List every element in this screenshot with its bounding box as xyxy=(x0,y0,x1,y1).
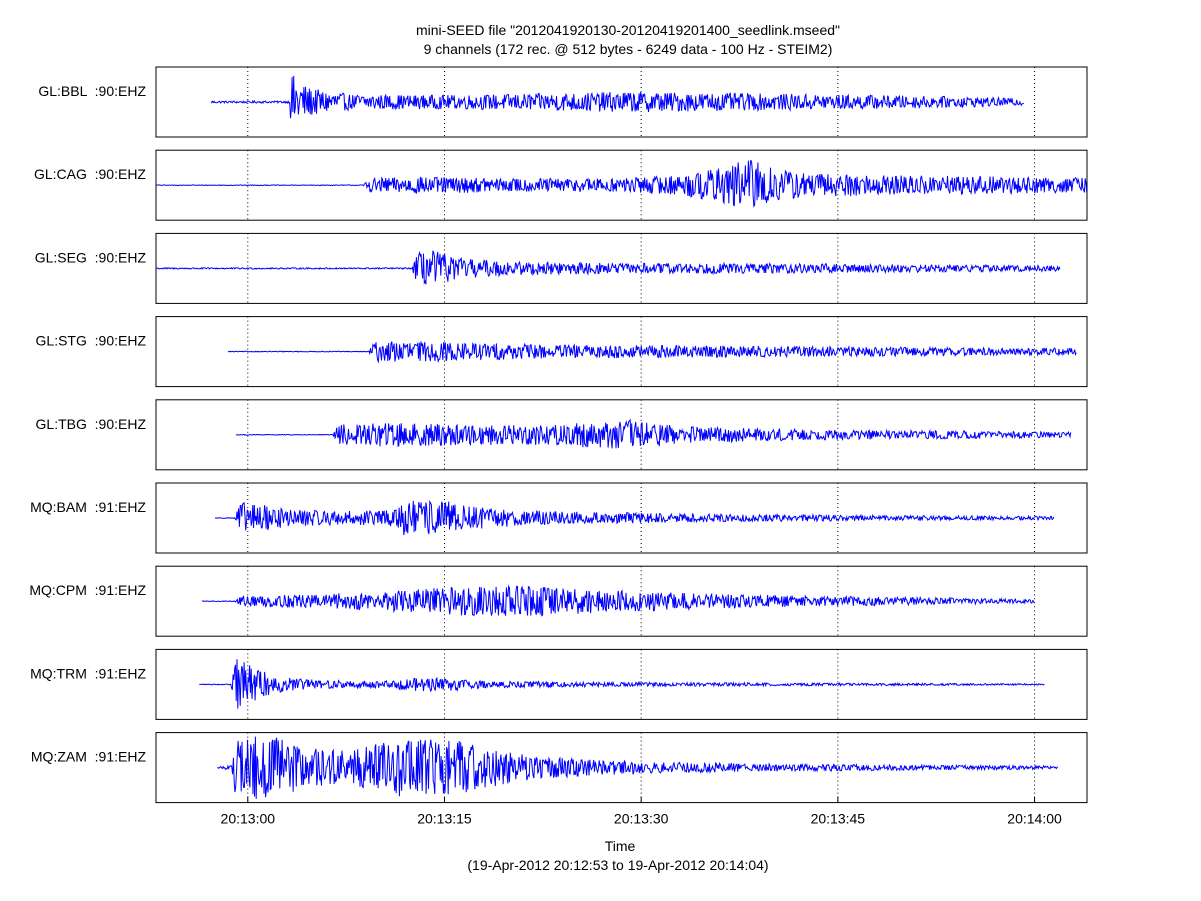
channel-label: MQ:TRM :91:EHZ xyxy=(30,665,146,681)
channel-label: GL:SEG :90:EHZ xyxy=(35,249,147,265)
waveform-trace xyxy=(155,159,1088,208)
waveform-trace xyxy=(199,659,1045,709)
channel-label: GL:STG :90:EHZ xyxy=(36,333,147,349)
channel-panel: MQ:TRM :91:EHZ xyxy=(30,648,1088,720)
channel-panel: GL:TBG :90:EHZ xyxy=(36,399,1088,471)
channel-panel: MQ:BAM :91:EHZ xyxy=(30,482,1088,554)
waveform-trace xyxy=(210,75,1025,119)
x-axis-time-range: (19-Apr-2012 20:12:53 to 19-Apr-2012 20:… xyxy=(467,857,768,873)
channel-panel: MQ:ZAM :91:EHZ xyxy=(31,732,1088,804)
channel-panels: GL:BBL :90:EHZ GL:CAG :90:EHZ GL:SEG :90:E… xyxy=(29,66,1088,804)
channel-label: MQ:BAM :91:EHZ xyxy=(30,499,146,515)
waveform-trace xyxy=(156,250,1061,285)
x-tick-label: 20:13:00 xyxy=(221,811,276,827)
x-tick-label: 20:13:45 xyxy=(811,811,866,827)
channel-label: GL:BBL :90:EHZ xyxy=(38,83,146,99)
chart-subtitle: 9 channels (172 rec. @ 512 bytes - 6249 … xyxy=(424,41,833,57)
x-axis-label: Time xyxy=(605,838,636,854)
channel-panel: GL:SEG :90:EHZ xyxy=(35,232,1088,304)
channel-panel: GL:BBL :90:EHZ xyxy=(38,66,1088,138)
channel-label: MQ:CPM :91:EHZ xyxy=(29,582,146,598)
channel-label: GL:CAG :90:EHZ xyxy=(34,166,146,182)
chart-title: mini-SEED file "2012041920130-2012041920… xyxy=(416,22,840,38)
x-tick-label: 20:14:00 xyxy=(1007,811,1062,827)
x-axis-ticks: 20:13:00 20:13:15 20:13:30 20:13:45 20:14:00 xyxy=(221,796,1062,827)
channel-label: MQ:ZAM :91:EHZ xyxy=(31,749,147,765)
channel-panel: GL:STG :90:EHZ xyxy=(36,316,1088,388)
waveform-trace xyxy=(227,341,1077,364)
channel-label: GL:TBG :90:EHZ xyxy=(36,416,147,432)
waveform-trace xyxy=(235,418,1072,449)
channel-panel: MQ:CPM :91:EHZ xyxy=(29,565,1088,637)
waveform-trace xyxy=(201,584,1035,617)
x-tick-label: 20:13:15 xyxy=(417,811,472,827)
waveform-trace xyxy=(217,736,1059,799)
channel-panel: GL:CAG :90:EHZ xyxy=(34,149,1088,221)
x-tick-label: 20:13:30 xyxy=(614,811,669,827)
waveform-trace xyxy=(214,499,1055,536)
